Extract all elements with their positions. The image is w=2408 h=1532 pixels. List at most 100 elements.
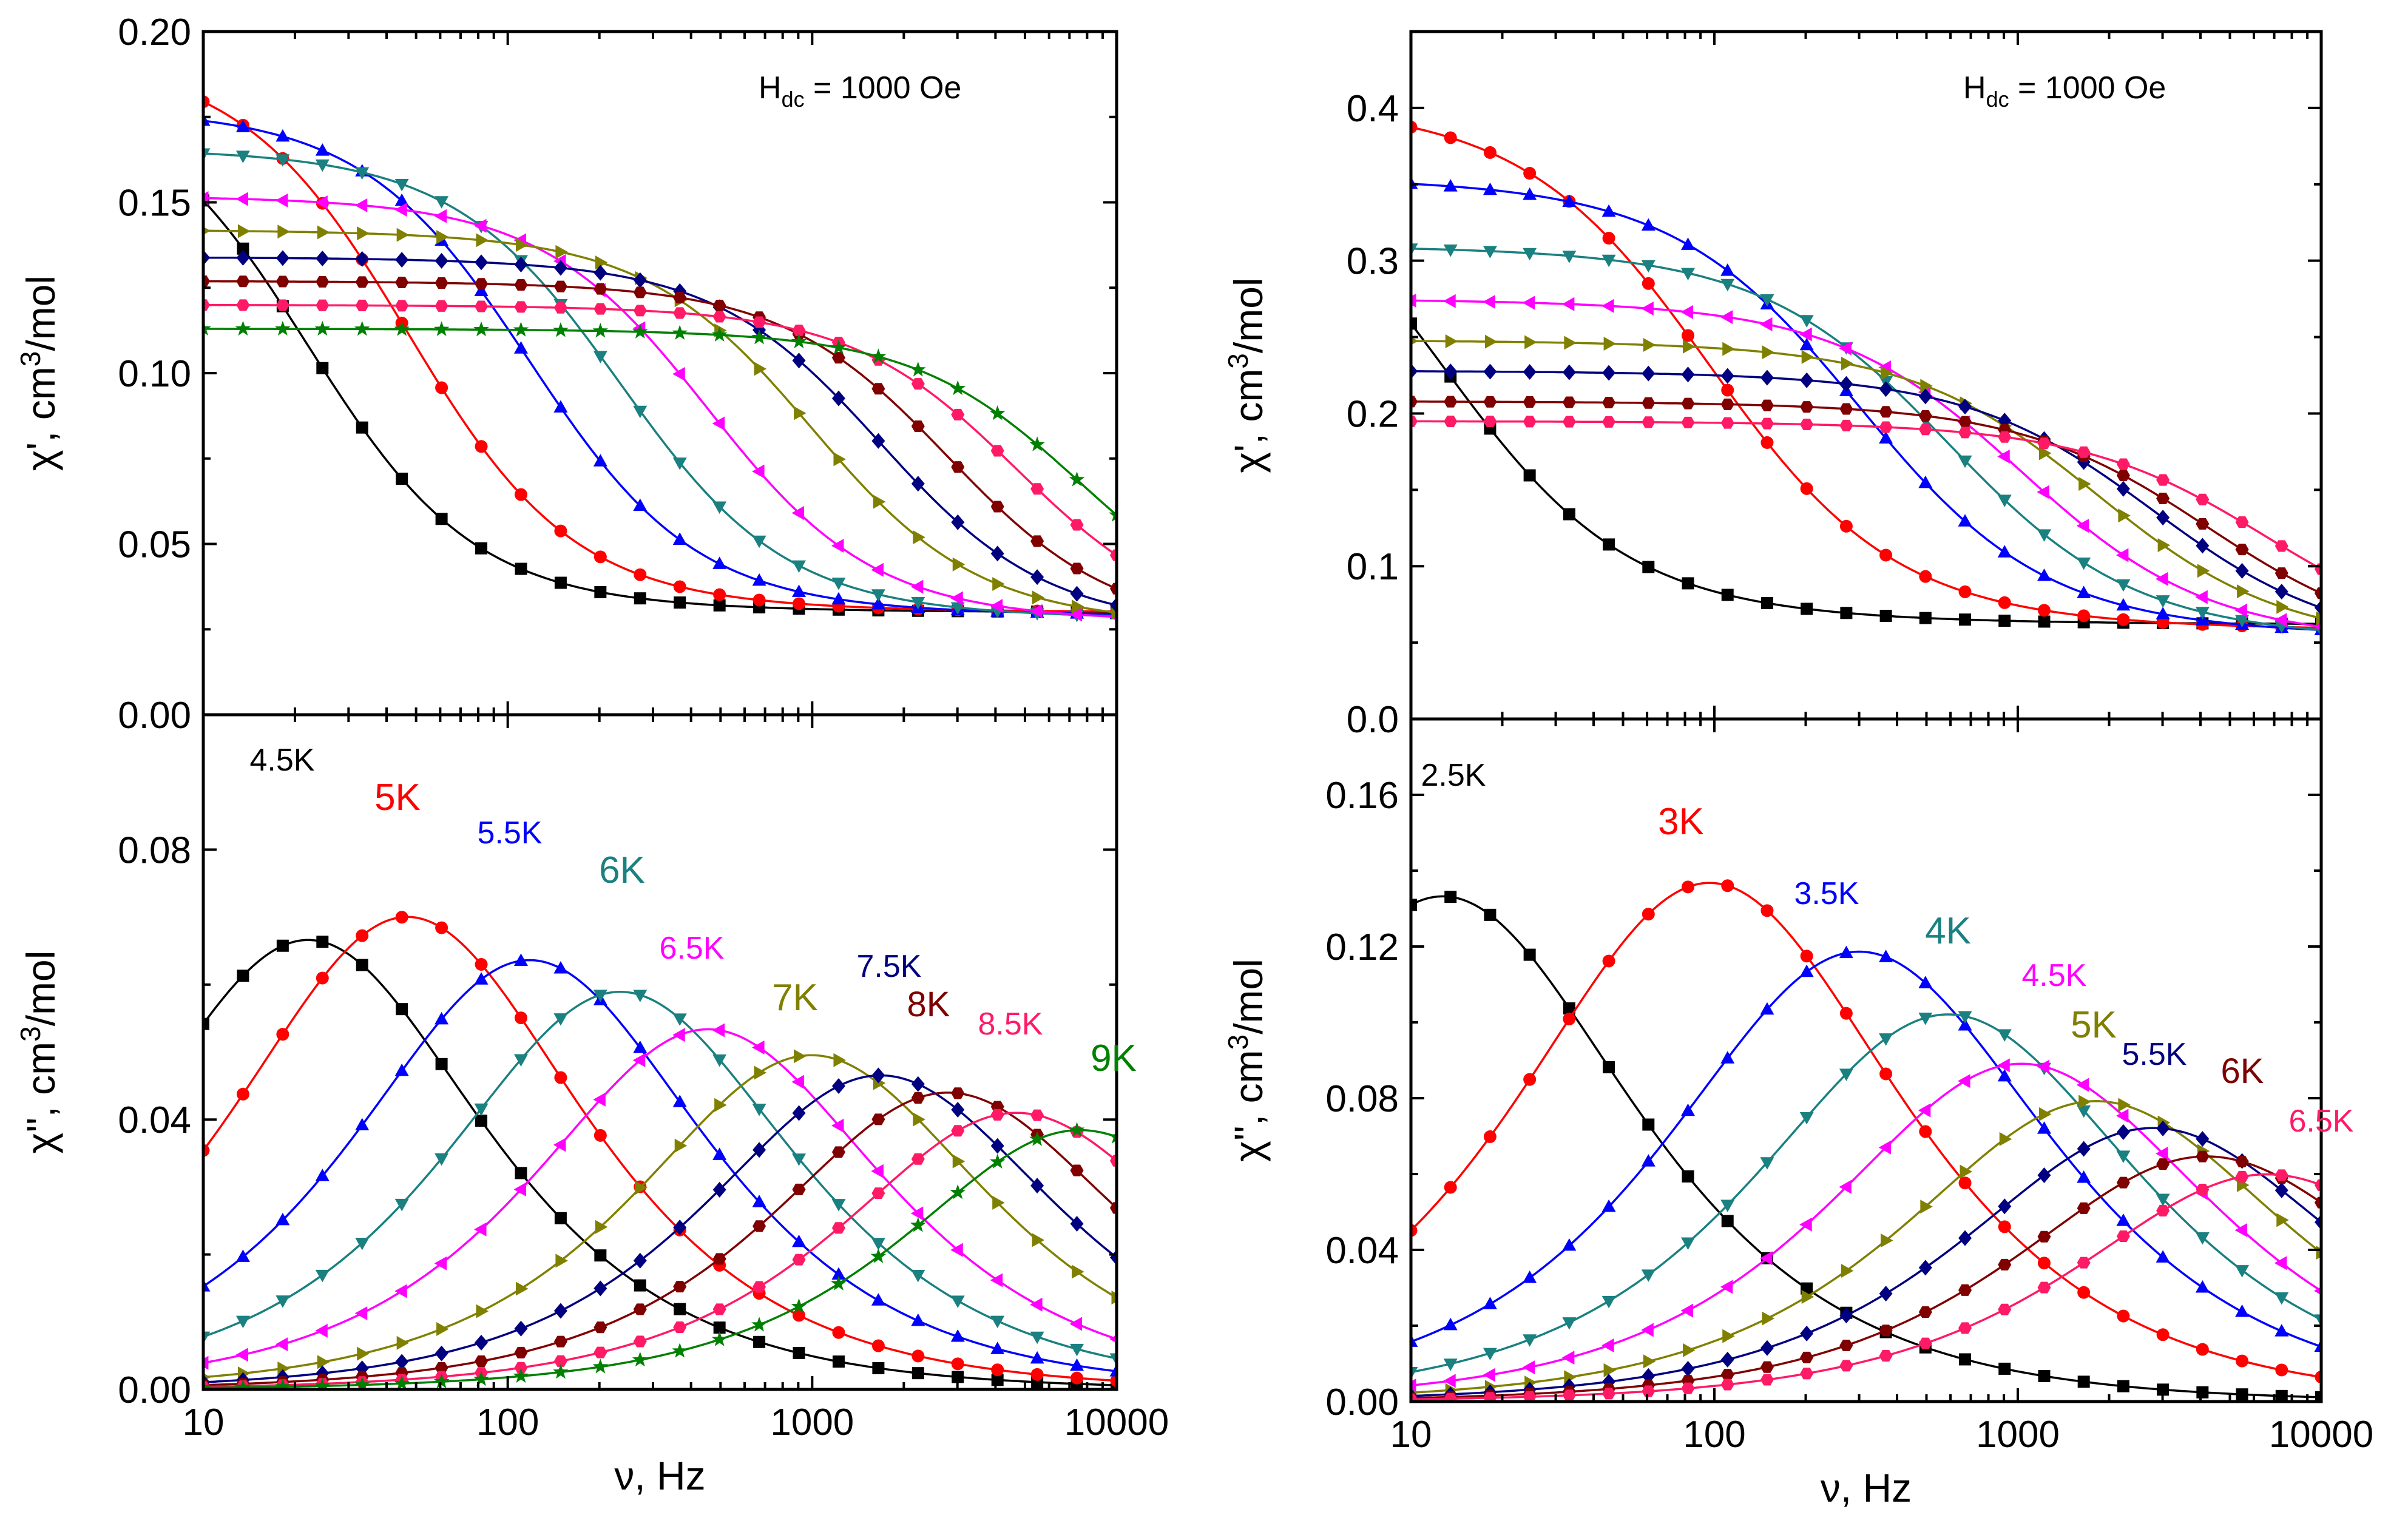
data-point-5.5K: [990, 1341, 1005, 1354]
data-point-2.5K: [1563, 1002, 1575, 1015]
data-point-6.5K: [2156, 1204, 2170, 1216]
data-point-6.5K: [1720, 417, 1734, 429]
data-point-6K: [474, 1103, 489, 1116]
data-point-6.5K: [1839, 1360, 1853, 1372]
series-8.5K: [203, 299, 1117, 561]
data-point-5K: [1841, 1264, 1854, 1278]
data-point-6.5K: [354, 198, 368, 212]
x-tick-label: 1000: [770, 1402, 854, 1443]
data-point-8.5K: [792, 324, 806, 337]
data-point-6K: [2077, 1202, 2091, 1214]
x-axis-label: ν, Hz: [614, 1453, 705, 1498]
series-5K: [203, 911, 1117, 1388]
data-point-9K: [791, 333, 807, 349]
data-point-6K: [2235, 1155, 2249, 1167]
data-point-7.5K: [395, 252, 409, 268]
data-point-2.5K: [1840, 607, 1853, 619]
data-point-8K: [594, 283, 607, 295]
data-point-5K: [713, 588, 726, 601]
data-point-8.5K: [594, 303, 607, 315]
temperature-label-3K: 3K: [1658, 801, 1704, 843]
data-point-3.5K: [1681, 1103, 1696, 1116]
data-point-4K: [2235, 615, 2250, 628]
data-point-6K: [1681, 397, 1695, 410]
data-point-5K: [2157, 538, 2171, 553]
data-point-4.5K: [2115, 548, 2129, 562]
data-point-9K: [910, 1217, 926, 1232]
data-point-5K: [1999, 1132, 2012, 1146]
data-point-4.5K: [1522, 1360, 1535, 1375]
data-point-4K: [1681, 268, 1696, 281]
data-point-8K: [553, 280, 567, 292]
data-point-4.5K: [674, 596, 686, 609]
series-5.5K: [1411, 1120, 2321, 1402]
data-point-9K: [553, 322, 569, 337]
data-point-6K: [1030, 1331, 1044, 1345]
series-5K: [203, 95, 1117, 618]
data-point-7.5K: [990, 545, 1004, 562]
data-point-4.5K: [2234, 603, 2248, 618]
data-point-6.5K: [1839, 419, 1853, 431]
data-point-6.5K: [235, 1348, 248, 1362]
data-point-3K: [1879, 548, 1893, 562]
data-point-6.5K: [474, 218, 487, 233]
y-tick-label: 0.4: [1347, 88, 1399, 130]
data-point-3.5K: [1879, 950, 1893, 962]
data-point-4K: [2077, 557, 2091, 570]
data-point-8.5K: [633, 305, 647, 317]
data-point-4.5K: [1561, 1351, 1575, 1365]
data-point-9K: [275, 1378, 291, 1389]
data-point-4.5K: [2234, 1223, 2248, 1238]
data-point-3K: [1411, 121, 1418, 134]
data-point-4.5K: [634, 592, 646, 605]
data-point-6.5K: [990, 599, 1003, 613]
data-point-7K: [357, 1346, 370, 1361]
data-point-4.5K: [713, 1321, 726, 1334]
data-point-5K: [1484, 334, 1498, 349]
data-point-5.5K: [831, 1267, 846, 1280]
y-axis-label: χ'', cm3/mol: [15, 951, 63, 1154]
data-point-8K: [673, 1281, 687, 1293]
data-point-6.5K: [434, 209, 447, 223]
data-point-5K: [991, 1363, 1004, 1377]
data-point-4.5K: [2115, 1109, 2129, 1123]
data-point-9K: [433, 1373, 450, 1389]
data-point-6.5K: [2116, 1230, 2130, 1243]
data-point-4.5K: [1799, 327, 1812, 342]
data-point-3K: [1444, 131, 1457, 144]
data-point-7.5K: [395, 1354, 409, 1370]
data-point-4.5K: [2156, 1146, 2168, 1161]
data-point-6.5K: [632, 1053, 646, 1067]
data-point-5K: [2237, 584, 2250, 599]
data-point-2.5K: [2236, 1388, 2248, 1401]
data-point-9K: [870, 1248, 887, 1263]
field-annotation: Hdc = 1000 Oe: [759, 70, 961, 112]
data-point-5.5K: [2037, 1167, 2051, 1183]
data-point-5.5K: [752, 573, 766, 586]
data-point-5K: [1801, 1289, 1814, 1304]
series-6.5K: [1411, 415, 2321, 575]
data-point-6K: [2156, 1158, 2170, 1170]
data-point-2.5K: [1998, 1362, 2011, 1375]
data-point-6.5K: [2235, 1170, 2249, 1183]
data-point-7.5K: [831, 1078, 845, 1094]
data-point-7K: [992, 577, 1005, 592]
data-point-3.5K: [2077, 1170, 2091, 1183]
series-6.5K: [1411, 1169, 2321, 1402]
data-point-7.5K: [553, 1303, 567, 1319]
data-point-3.5K: [2274, 1324, 2289, 1337]
data-point-5K: [594, 1129, 607, 1142]
data-point-9K: [1069, 1122, 1085, 1137]
data-point-6.5K: [2274, 540, 2288, 552]
fit-curve-5.5K: [203, 120, 1117, 615]
data-point-8K: [203, 275, 210, 288]
temperature-label-3.5K: 3.5K: [1794, 876, 1859, 911]
x-tick-label: 1000: [1976, 1414, 2060, 1456]
data-point-9K: [354, 320, 370, 336]
data-point-5.5K: [911, 1313, 925, 1326]
data-point-5.5K: [435, 1011, 449, 1025]
data-point-6.5K: [2315, 1179, 2321, 1191]
data-point-5K: [1411, 337, 1418, 345]
data-point-7K: [794, 1049, 807, 1064]
data-point-6K: [235, 150, 250, 163]
